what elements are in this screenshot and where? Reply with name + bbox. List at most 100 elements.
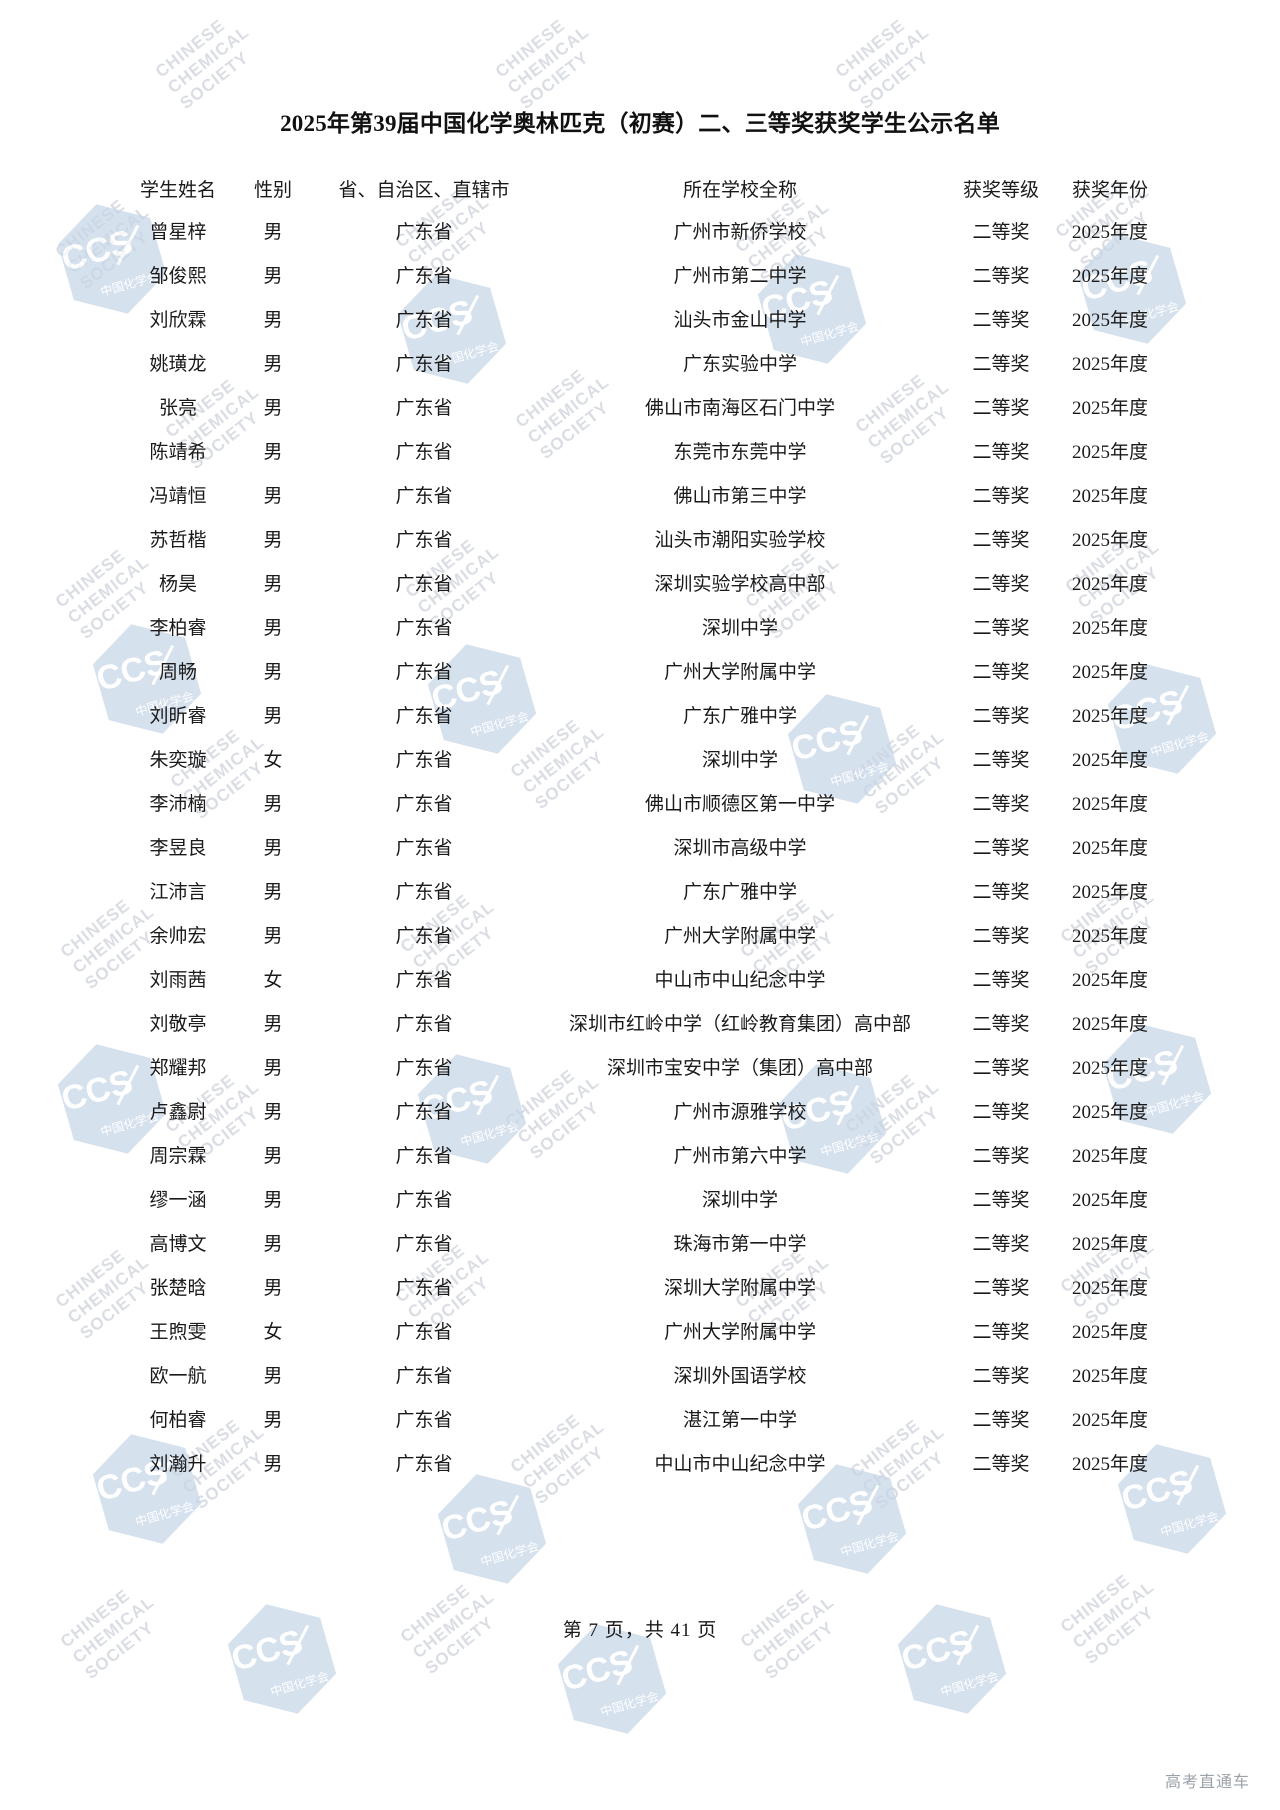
cell-award-level: 二等奖	[972, 485, 1030, 507]
cell-student-name: 刘雨茜	[149, 969, 207, 991]
cell-student-province: 广东省	[395, 1233, 453, 1255]
table-row: 邹俊熙 男 广东省 广州市第二中学 二等奖 2025年度	[120, 252, 1160, 296]
cell-student-province: 广东省	[395, 661, 453, 683]
cell-student-gender: 男	[263, 1145, 283, 1167]
cell-student-school: 广东广雅中学	[682, 705, 797, 727]
cell-student-province: 广东省	[395, 793, 453, 815]
cell-student-name: 陈靖希	[149, 441, 207, 463]
cell-award-year: 2025年度	[1071, 749, 1148, 771]
cell-student-school: 佛山市顺德区第一中学	[644, 793, 835, 815]
cell-student-name: 江沛言	[149, 881, 207, 903]
cell-award-year: 2025年度	[1071, 309, 1148, 331]
table-row: 李柏睿 男 广东省 深圳中学 二等奖 2025年度	[120, 604, 1160, 648]
cell-award-year: 2025年度	[1071, 265, 1148, 287]
cell-student-school: 湛江第一中学	[682, 1409, 797, 1431]
cell-award-year: 2025年度	[1071, 1233, 1148, 1255]
cell-award-year: 2025年度	[1071, 617, 1148, 639]
cell-student-gender: 男	[263, 881, 283, 903]
cell-award-level: 二等奖	[972, 793, 1030, 815]
cell-student-school: 广东实验中学	[682, 353, 797, 375]
cell-student-gender: 男	[263, 1365, 283, 1387]
cell-student-school: 深圳市宝安中学（集团）高中部	[606, 1057, 873, 1079]
cell-student-name: 冯靖恒	[149, 485, 207, 507]
cell-award-level: 二等奖	[972, 1101, 1030, 1123]
cell-student-name: 邹俊熙	[149, 265, 207, 287]
cell-student-province: 广东省	[395, 705, 453, 727]
cell-student-gender: 男	[263, 837, 283, 859]
cell-student-name: 朱奕璇	[149, 749, 207, 771]
cell-student-school: 中山市中山纪念中学	[654, 1453, 826, 1475]
cell-award-year: 2025年度	[1071, 573, 1148, 595]
table-row: 李昱良 男 广东省 深圳市高级中学 二等奖 2025年度	[120, 824, 1160, 868]
cell-student-province: 广东省	[395, 485, 453, 507]
cell-student-province: 广东省	[395, 617, 453, 639]
cell-student-province: 广东省	[395, 353, 453, 375]
cell-award-year: 2025年度	[1071, 397, 1148, 419]
cell-student-school: 深圳大学附属中学	[663, 1277, 816, 1299]
cell-student-name: 卢鑫尉	[149, 1101, 207, 1123]
table-header-row: 学生姓名 性别 省、自治区、直辖市 所在学校全称 获奖等级 获奖年份	[120, 168, 1160, 208]
table-row: 余帅宏 男 广东省 广州大学附属中学 二等奖 2025年度	[120, 912, 1160, 956]
cell-award-year: 2025年度	[1071, 485, 1148, 507]
cell-award-level: 二等奖	[972, 837, 1030, 859]
column-header-province: 省、自治区、直辖市	[338, 179, 510, 201]
cell-student-gender: 男	[263, 441, 283, 463]
table-row: 欧一航 男 广东省 深圳外国语学校 二等奖 2025年度	[120, 1352, 1160, 1396]
cell-student-province: 广东省	[395, 1365, 453, 1387]
cell-student-gender: 男	[263, 1277, 283, 1299]
table-row: 苏哲楷 男 广东省 汕头市潮阳实验学校 二等奖 2025年度	[120, 516, 1160, 560]
cell-student-school: 广州大学附属中学	[663, 925, 816, 947]
cell-award-year: 2025年度	[1071, 1365, 1148, 1387]
table-row: 张亮 男 广东省 佛山市南海区石门中学 二等奖 2025年度	[120, 384, 1160, 428]
cell-student-school: 深圳市高级中学	[673, 837, 807, 859]
cell-student-province: 广东省	[395, 573, 453, 595]
table-row: 江沛言 男 广东省 广东广雅中学 二等奖 2025年度	[120, 868, 1160, 912]
table-row: 周畅 男 广东省 广州大学附属中学 二等奖 2025年度	[120, 648, 1160, 692]
table-row: 缪一涵 男 广东省 深圳中学 二等奖 2025年度	[120, 1176, 1160, 1220]
cell-award-year: 2025年度	[1071, 529, 1148, 551]
cell-student-gender: 男	[263, 529, 283, 551]
cell-student-name: 李柏睿	[149, 617, 207, 639]
cell-student-gender: 男	[263, 793, 283, 815]
cell-student-gender: 男	[263, 1409, 283, 1431]
table-row: 李沛楠 男 广东省 佛山市顺德区第一中学 二等奖 2025年度	[120, 780, 1160, 824]
column-header-gender: 性别	[253, 179, 292, 201]
cell-student-name: 周宗霖	[149, 1145, 207, 1167]
cell-student-school: 汕头市潮阳实验学校	[654, 529, 826, 551]
cell-student-province: 广东省	[395, 309, 453, 331]
cell-award-year: 2025年度	[1071, 1057, 1148, 1079]
cell-student-name: 刘敬亭	[149, 1013, 207, 1035]
cell-award-year: 2025年度	[1071, 1453, 1148, 1475]
cell-student-province: 广东省	[395, 265, 453, 287]
cell-award-level: 二等奖	[972, 705, 1030, 727]
cell-student-school: 广州市新侨学校	[673, 221, 807, 243]
cell-award-year: 2025年度	[1071, 969, 1148, 991]
cell-student-gender: 女	[263, 1321, 283, 1343]
cell-award-year: 2025年度	[1071, 1321, 1148, 1343]
table-row: 姚璜龙 男 广东省 广东实验中学 二等奖 2025年度	[120, 340, 1160, 384]
cell-award-level: 二等奖	[972, 353, 1030, 375]
cell-student-name: 姚璜龙	[149, 353, 207, 375]
table-row: 何柏睿 男 广东省 湛江第一中学 二等奖 2025年度	[120, 1396, 1160, 1440]
table-row: 刘欣霖 男 广东省 汕头市金山中学 二等奖 2025年度	[120, 296, 1160, 340]
cell-student-province: 广东省	[395, 969, 453, 991]
cell-award-level: 二等奖	[972, 617, 1030, 639]
cell-award-level: 二等奖	[972, 1233, 1030, 1255]
column-header-award: 获奖等级	[962, 179, 1039, 201]
cell-student-school: 深圳实验学校高中部	[654, 573, 826, 595]
cell-student-gender: 女	[263, 969, 283, 991]
cell-award-level: 二等奖	[972, 1057, 1030, 1079]
cell-student-name: 郑耀邦	[149, 1057, 207, 1079]
cell-student-name: 苏哲楷	[149, 529, 207, 551]
cell-student-school: 佛山市第三中学	[673, 485, 807, 507]
cell-student-name: 李沛楠	[149, 793, 207, 815]
cell-award-level: 二等奖	[972, 309, 1030, 331]
cell-student-school: 珠海市第一中学	[673, 1233, 807, 1255]
cell-student-gender: 男	[263, 353, 283, 375]
cell-student-name: 张楚晗	[149, 1277, 207, 1299]
cell-student-gender: 男	[263, 617, 283, 639]
cell-student-gender: 男	[263, 1013, 283, 1035]
cell-student-school: 东莞市东莞中学	[673, 441, 807, 463]
table-row: 周宗霖 男 广东省 广州市第六中学 二等奖 2025年度	[120, 1132, 1160, 1176]
